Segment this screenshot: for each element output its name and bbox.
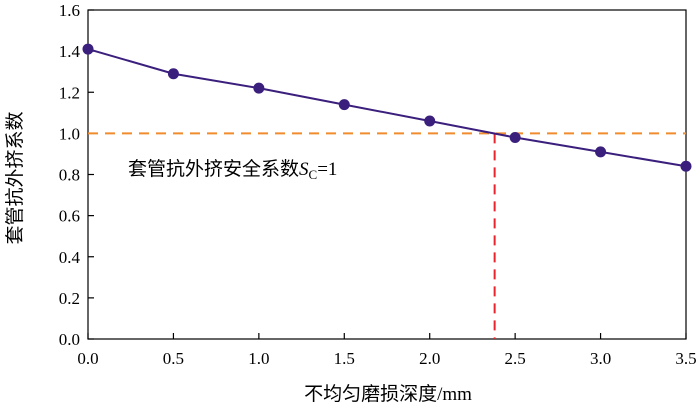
- annotation-value: =1: [317, 159, 337, 180]
- y-tick-label: 0.2: [59, 289, 80, 308]
- data-point: [595, 146, 607, 158]
- x-tick-label: 3.5: [675, 349, 696, 368]
- y-tick-label: 1.6: [59, 1, 80, 20]
- y-tick-label: 1.2: [59, 83, 80, 102]
- y-tick-label: 1.4: [59, 42, 81, 61]
- data-point: [680, 160, 692, 172]
- tick-labels: 0.0 0.5 1.0 1.5 2.0 2.5 3.0 3.5 0.0 0.2 0.4 0.6 0.8 1…: [59, 1, 697, 368]
- y-tick-label: 0.8: [59, 166, 80, 185]
- annotation-label: 套管抗外挤安全系数: [128, 158, 299, 180]
- x-tick-label: 1.5: [334, 349, 355, 368]
- y-tick-label: 0.0: [59, 330, 80, 349]
- x-tick-label: 0.0: [77, 349, 98, 368]
- data-point: [424, 115, 436, 127]
- data-point: [167, 68, 179, 80]
- data-point: [253, 82, 265, 94]
- y-tick-label: 0.6: [59, 207, 80, 226]
- data-point: [82, 43, 94, 55]
- x-tick-label: 0.5: [163, 349, 184, 368]
- x-axis-title: 不均匀磨损深度/mm: [304, 383, 472, 405]
- data-point: [338, 99, 350, 111]
- x-tick-label: 1.0: [248, 349, 269, 368]
- series-line: [87, 48, 687, 168]
- reference-lines: [88, 132, 686, 339]
- x-tick-label: 3.0: [590, 349, 611, 368]
- series-group: [82, 43, 692, 172]
- x-tick-label: 2.5: [505, 349, 526, 368]
- annotation-text: 套管抗外挤安全系数SC=1: [128, 158, 337, 182]
- y-axis-title: 套管抗外挤系数: [4, 111, 26, 244]
- axes: [87, 9, 687, 340]
- annotation-subscript: C: [309, 167, 318, 182]
- y-tick-label: 1.0: [59, 124, 80, 143]
- data-point: [509, 131, 521, 143]
- x-tick-label: 2.0: [419, 349, 440, 368]
- y-tick-label: 0.4: [59, 248, 81, 267]
- annotation-symbol: S: [299, 159, 309, 180]
